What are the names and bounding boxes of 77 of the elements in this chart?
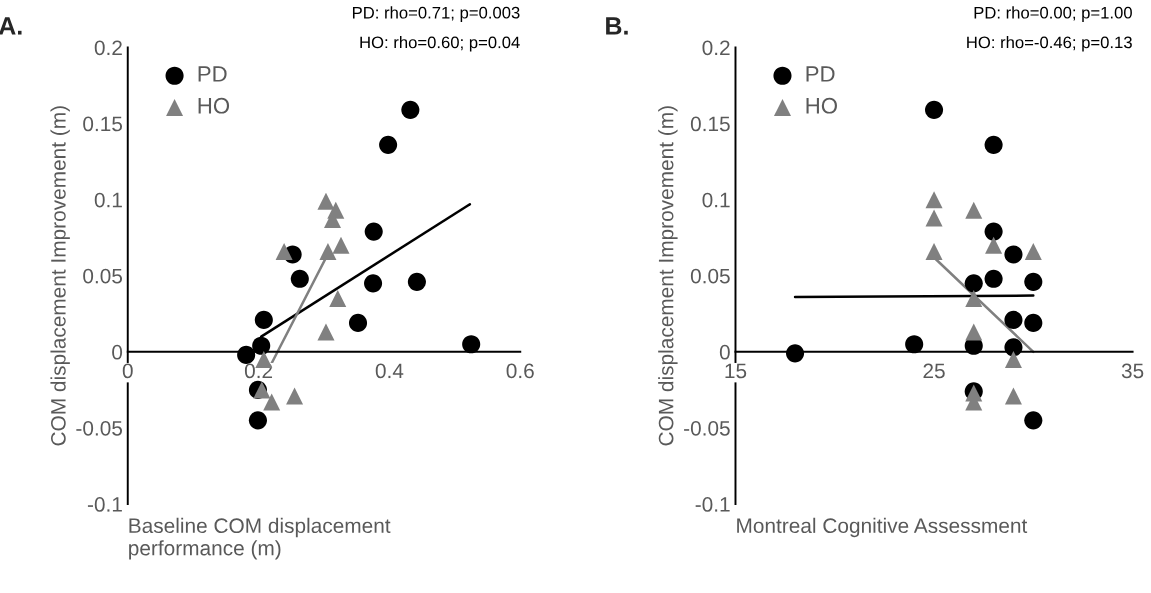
point — [263, 393, 281, 411]
y-tick-label: 0.1 — [702, 192, 730, 208]
point — [1004, 338, 1023, 357]
point — [407, 272, 426, 291]
point — [332, 236, 350, 254]
point — [286, 387, 304, 405]
y-tick-label: -0.1 — [87, 497, 122, 512]
point — [965, 290, 983, 308]
point — [1024, 313, 1043, 332]
y-tick-label: 0.2 — [702, 40, 730, 56]
point — [925, 209, 943, 227]
x-tick-label: 0 — [122, 363, 133, 379]
chart-title: B. — [606, 17, 628, 35]
point — [317, 192, 335, 210]
point — [290, 269, 309, 288]
annotation: HO: rho=0.60; p=0.04 — [360, 36, 520, 52]
y-tick-label: 0.1 — [94, 192, 122, 208]
point — [317, 323, 335, 341]
point — [401, 100, 420, 119]
point — [1024, 272, 1043, 291]
x-tick-label: 0.6 — [506, 363, 534, 379]
point — [1024, 411, 1043, 430]
point — [1004, 245, 1023, 264]
point — [237, 345, 256, 364]
y-axis-title: COM displacement Improvement (m) — [50, 106, 70, 446]
point — [1024, 242, 1042, 260]
y-tick-label: 0.05 — [690, 268, 730, 284]
point — [1004, 310, 1023, 329]
x-tick-label: 15 — [725, 363, 747, 379]
y-tick-label: 0.05 — [83, 268, 123, 284]
annotation: HO: rho=-0.46; p=0.13 — [967, 36, 1132, 52]
x-tick-label: 25 — [923, 363, 945, 379]
legend-label: PD — [198, 66, 227, 82]
y-tick-label: 0.15 — [83, 116, 123, 132]
point — [252, 336, 271, 355]
point — [364, 222, 383, 241]
y-tick-label: -0.05 — [76, 420, 123, 436]
point — [248, 411, 267, 430]
point — [985, 236, 1003, 254]
point — [984, 135, 1003, 154]
legend-label: PD — [806, 66, 835, 82]
point — [319, 242, 337, 260]
point — [925, 191, 943, 209]
y-axis-title: COM displacement Improvement (m) — [658, 106, 678, 446]
legend-label: HO — [806, 97, 837, 114]
point — [905, 335, 924, 354]
point — [275, 242, 293, 260]
point — [1004, 350, 1022, 368]
y-tick-label: 0 — [719, 344, 730, 360]
point — [925, 242, 943, 260]
text: PD: rho=0.00; p=1.00 — [974, 6, 1132, 22]
point — [364, 274, 383, 293]
y-tick-label: 0.15 — [690, 116, 730, 132]
point — [329, 290, 347, 308]
x-axis-title: Baseline COM displacement performance (m) — [129, 517, 391, 560]
y-tick-label: -0.1 — [695, 497, 730, 512]
point — [984, 269, 1003, 288]
point — [379, 135, 398, 154]
x-tick-label: 35 — [1121, 363, 1144, 379]
point — [462, 335, 481, 354]
point — [965, 323, 983, 341]
text: PD: rho=0.71; p=0.003 — [352, 6, 520, 22]
y-tick-label: -0.05 — [684, 420, 730, 436]
point — [348, 313, 368, 332]
point — [254, 310, 273, 329]
y-tick-label: 0 — [112, 344, 123, 360]
x-tick-label: 0.4 — [375, 363, 404, 379]
point — [984, 222, 1003, 241]
y-tick-label: 0.2 — [94, 40, 122, 56]
point — [965, 201, 983, 219]
point — [1004, 387, 1022, 405]
point — [786, 344, 805, 363]
point — [964, 274, 983, 293]
point — [253, 381, 271, 399]
point — [924, 100, 944, 119]
x-axis-title: Montreal Cognitive Assessment — [737, 517, 1028, 538]
legend-label: HO — [198, 97, 230, 114]
